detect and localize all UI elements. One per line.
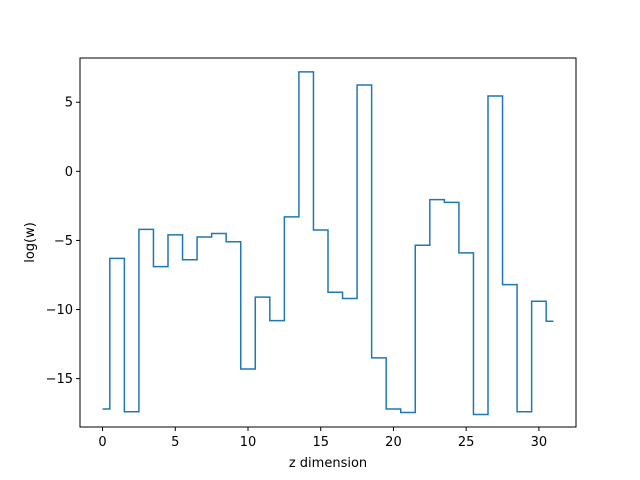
y-tick-label: −15 xyxy=(46,372,73,387)
x-tick-label: 0 xyxy=(98,435,106,450)
series-line xyxy=(102,71,554,416)
x-axis-ticks: 0 5 10 15 20 25 30 xyxy=(98,427,547,450)
y-tick-label: 0 xyxy=(65,165,73,180)
x-tick-label: 10 xyxy=(240,435,257,450)
x-tick-label: 15 xyxy=(312,435,329,450)
x-tick-label: 30 xyxy=(531,435,548,450)
plot-area xyxy=(102,71,554,416)
y-axis-label: log(w) xyxy=(23,222,38,263)
x-tick-label: 5 xyxy=(171,435,179,450)
y-tick-label: 5 xyxy=(65,96,73,111)
y-tick-label: −5 xyxy=(54,234,73,249)
y-axis-ticks: −15 −10 −5 0 5 xyxy=(46,96,80,387)
axes-frame xyxy=(79,57,577,428)
x-tick-label: 20 xyxy=(385,435,402,450)
x-axis-label: z dimension xyxy=(289,456,367,471)
y-tick-label: −10 xyxy=(46,303,73,318)
x-tick-label: 25 xyxy=(458,435,475,450)
